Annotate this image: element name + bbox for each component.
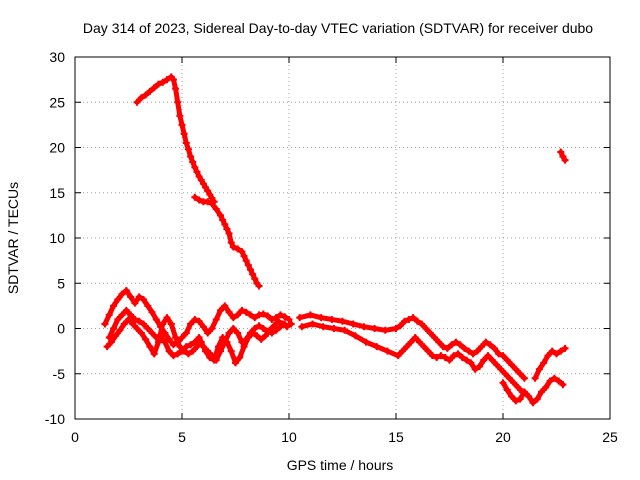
y-tick-label: -10 xyxy=(45,411,65,427)
chart-title: Day 314 of 2023, Sidereal Day-to-day VTE… xyxy=(83,20,593,36)
data-point xyxy=(255,282,263,290)
y-tick-label: 25 xyxy=(49,94,65,110)
series-late-band-lower xyxy=(499,374,567,407)
y-tick-label: 5 xyxy=(57,275,65,291)
tick-labels: 0 5 10 15 20 25 -10 -5 0 5 10 15 20 25 30 xyxy=(45,49,618,445)
series-high-arc-1 xyxy=(133,73,218,206)
data-point xyxy=(287,320,295,328)
x-tick-label: 20 xyxy=(495,429,511,445)
series-mid-band-lower xyxy=(298,320,526,396)
x-tick-label: 0 xyxy=(71,429,79,445)
x-tick-label: 15 xyxy=(388,429,404,445)
data-point xyxy=(559,381,567,389)
axis-ticks xyxy=(74,56,611,420)
series-late-outlier xyxy=(557,148,569,164)
y-tick-label: 15 xyxy=(49,185,65,201)
x-tick-label: 10 xyxy=(281,429,297,445)
series-low-band-upper xyxy=(101,286,293,349)
y-tick-label: 30 xyxy=(49,49,65,65)
y-tick-label: 20 xyxy=(49,140,65,156)
series-low-band-mid xyxy=(105,306,289,364)
y-tick-label: 0 xyxy=(57,321,65,337)
x-axis-label: GPS time / hours xyxy=(287,457,394,473)
series-high-arc-2 xyxy=(191,193,263,290)
data-points xyxy=(101,73,569,407)
grid xyxy=(75,57,610,419)
data-point xyxy=(520,374,528,382)
series-late-band-upper xyxy=(531,344,569,382)
data-point xyxy=(285,315,293,323)
x-tick-label: 5 xyxy=(178,429,186,445)
y-tick-label: 10 xyxy=(49,230,65,246)
data-point xyxy=(281,320,289,328)
series-low-band-lower xyxy=(103,314,295,367)
data-point xyxy=(561,344,569,352)
series-mid-band-upper xyxy=(296,311,528,382)
x-tick-label: 25 xyxy=(602,429,618,445)
data-point xyxy=(561,156,569,164)
y-axis-label: SDTVAR / TECUs xyxy=(5,182,21,294)
y-tick-label: -5 xyxy=(53,366,66,382)
